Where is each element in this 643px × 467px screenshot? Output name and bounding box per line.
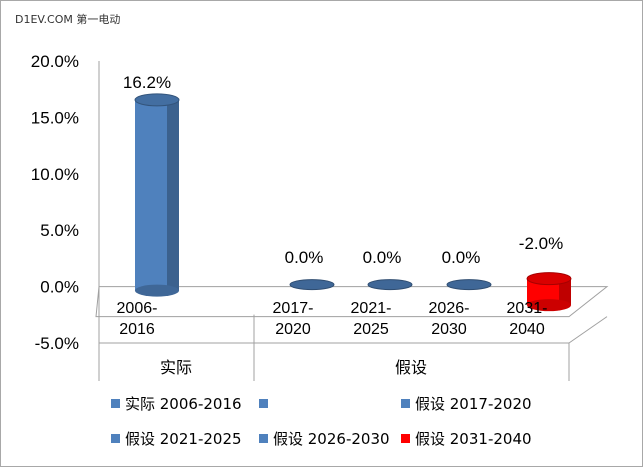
bar: 0.0% [442, 248, 492, 291]
group-label: 假设 [395, 358, 427, 377]
category-label: 2030 [431, 321, 467, 338]
y-tick-label: 0.0% [40, 278, 79, 297]
category-label: 2031- [507, 300, 548, 317]
legend-swatch [401, 434, 410, 443]
legend-label: 假设 2026-2030 [273, 430, 390, 448]
bars: 16.2% 0.0% 0.0% 0.0% -2.0% [123, 73, 572, 312]
group-label: 实际 [160, 358, 192, 377]
legend-swatch [111, 399, 120, 408]
bar-zero-disc [367, 279, 413, 291]
bar-zero-disc [289, 279, 335, 291]
category-label: 2021- [351, 300, 392, 317]
category-label: 2040 [509, 321, 545, 338]
category-label: 2006- [117, 300, 158, 317]
bar: 16.2% [123, 73, 180, 297]
bar-bottom-cap [527, 299, 571, 312]
bar: 0.0% [363, 248, 413, 291]
chart-walls [95, 61, 609, 381]
y-tick-label: 15.0% [31, 108, 79, 127]
data-label: 0.0% [363, 248, 402, 267]
category-label: 2020 [275, 321, 311, 338]
legend-label: 假设 2031-2040 [415, 430, 532, 448]
legend-label: 假设 2017-2020 [415, 395, 532, 413]
y-tick-label: 10.0% [31, 165, 79, 184]
legend: 实际 2006-2016 假设 2017-2020 假设 2021-2025 假设 2… [111, 395, 532, 448]
legend-label: 实际 2006-2016 [125, 395, 242, 413]
watermark: D1EV.COM 第一电动 [15, 12, 120, 26]
floor-right-edge [568, 316, 608, 344]
bar-top-cap [526, 272, 572, 286]
data-label: 0.0% [285, 248, 324, 267]
legend-label: 假设 2021-2025 [125, 430, 242, 448]
category-label: 2016 [119, 321, 155, 338]
bar-zero-disc [446, 279, 492, 291]
bar: 0.0% [285, 248, 335, 291]
category-label: 2025 [353, 321, 389, 338]
data-label: -2.0% [519, 234, 563, 253]
legend-swatch [111, 434, 120, 443]
legend-swatch [401, 399, 410, 408]
y-tick-label: -5.0% [35, 334, 79, 353]
category-label: 2026- [429, 300, 470, 317]
y-tick-label: 5.0% [40, 221, 79, 240]
bar-top-cap [134, 93, 180, 107]
category-axis: 2006- 2016 2017- 2020 2021- 2025 2026- 2030 2031… [117, 300, 548, 377]
bar-bottom-cap [135, 284, 179, 297]
data-label: 16.2% [123, 73, 171, 92]
bar: -2.0% [519, 234, 572, 312]
zero-plane [95, 286, 609, 318]
bar-shade [559, 278, 571, 306]
y-axis: 20.0% 15.0% 10.0% 5.0% 0.0% -5.0% [31, 52, 79, 353]
data-label: 0.0% [442, 248, 481, 267]
legend-swatch [259, 434, 268, 443]
bar-shade [167, 99, 179, 291]
y-tick-label: 20.0% [31, 52, 79, 71]
legend-swatch [259, 399, 268, 408]
category-label: 2017- [273, 300, 314, 317]
